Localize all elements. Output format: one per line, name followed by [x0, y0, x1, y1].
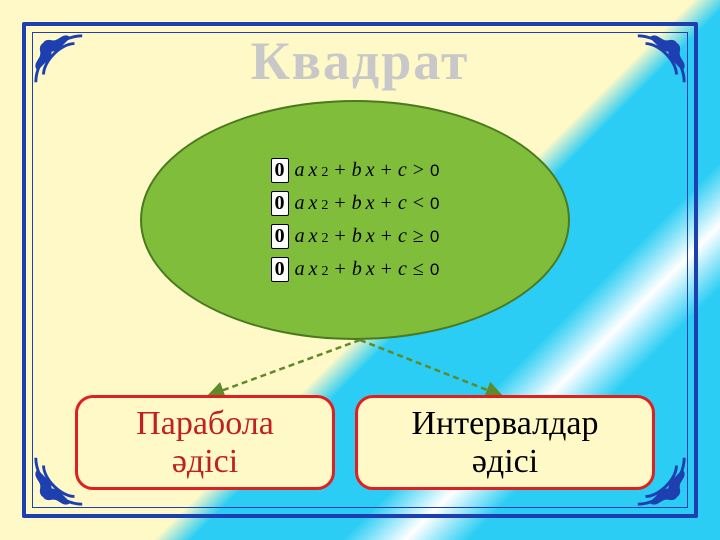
inequality-row: 0ax2 + bx + c < 0	[182, 191, 528, 216]
method-parabola-box[interactable]: Параболаәдісі	[75, 395, 335, 490]
formula-ellipse: 0ax2 + bx + c > 0 0ax2 + bx + c < 0 0ax2 +…	[140, 100, 570, 340]
method-intervals-box[interactable]: Интервалдарәдісі	[355, 395, 655, 490]
method-parabola-label: Параболаәдісі	[136, 405, 274, 480]
inequality-row: 0ax2 + bx + c ≤ 0	[182, 257, 528, 282]
slide-stage: Квадрат 0ax2 + bx + c > 0 0ax2 + bx + c <…	[0, 0, 720, 540]
page-title: Квадрат	[0, 30, 720, 92]
method-intervals-label: Интервалдарәдісі	[411, 405, 598, 480]
inequality-row: 0ax2 + bx + c ≥ 0	[182, 224, 528, 249]
inequality-row: 0ax2 + bx + c > 0	[182, 158, 528, 183]
